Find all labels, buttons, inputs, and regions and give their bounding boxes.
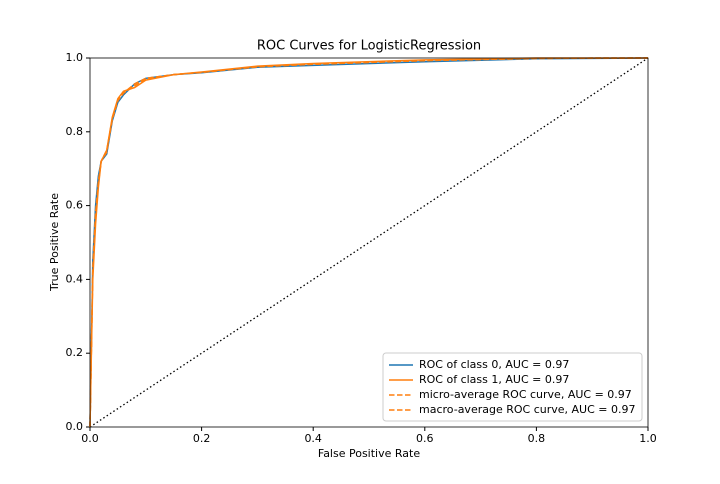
y-tick-label: 0.2 <box>66 346 84 359</box>
legend-box <box>382 352 643 422</box>
legend-label: ROC of class 1, AUC = 0.97 <box>419 373 569 386</box>
x-tick-label: 1.0 <box>639 432 657 445</box>
y-tick-label: 0.8 <box>66 125 84 138</box>
y-tick-label: 0.4 <box>66 272 84 285</box>
y-tick-label: 0.6 <box>66 199 84 212</box>
legend-label: macro-average ROC curve, AUC = 0.97 <box>419 403 635 416</box>
x-axis-label: False Positive Rate <box>318 447 420 460</box>
x-tick-label: 0.4 <box>304 432 322 445</box>
roc-curve <box>89 57 649 428</box>
y-tick-label: 1.0 <box>66 51 84 64</box>
chart-title: ROC Curves for LogisticRegression <box>257 39 481 54</box>
legend-label: micro-average ROC curve, AUC = 0.97 <box>419 388 632 401</box>
plot-frame <box>89 57 649 428</box>
x-tick-label: 0.6 <box>416 432 434 445</box>
chance-line <box>89 57 649 428</box>
x-tick-label: 0.8 <box>528 432 546 445</box>
y-axis-label: True Positive Rate <box>48 193 61 292</box>
x-tick-label: 0.0 <box>81 432 99 445</box>
x-tick-label: 0.2 <box>193 432 211 445</box>
legend-label: ROC of class 0, AUC = 0.97 <box>419 358 569 371</box>
y-tick-label: 0.0 <box>66 420 84 433</box>
